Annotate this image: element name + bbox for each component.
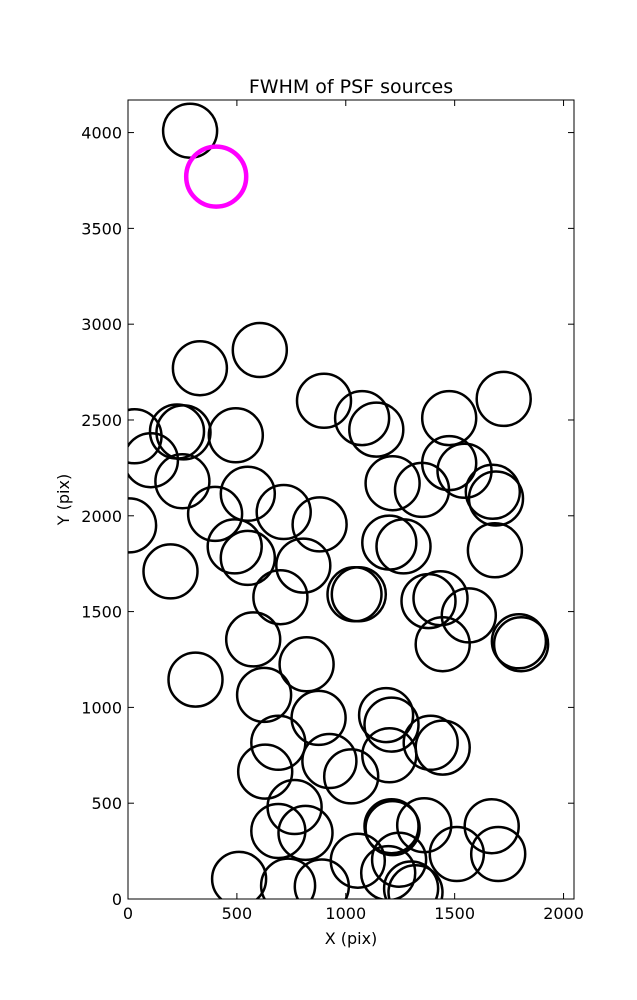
y-tick-label: 500 [91, 794, 122, 813]
psf-source-marker [329, 832, 387, 889]
psf-source-marker [469, 825, 527, 883]
x-tick-label: 1000 [325, 904, 366, 923]
psf-source-marker [171, 339, 229, 397]
psf-source-marker [330, 566, 388, 623]
x-tick-label: 0 [123, 904, 133, 923]
psf-source-marker [370, 831, 428, 888]
psf-source-marker [436, 442, 493, 500]
psf-source-marker [492, 615, 550, 673]
psf-source-marker [235, 666, 293, 724]
psf-source-marker [224, 611, 282, 668]
plot-frame [127, 99, 575, 900]
psf-source-marker [490, 613, 548, 670]
y-tick-label: 3000 [81, 315, 122, 334]
psf-source-marker [412, 569, 469, 627]
psf-source-marker [463, 797, 520, 855]
psf-source-marker [359, 844, 417, 899]
psf-source-marker [475, 370, 532, 428]
highlighted-source-marker [183, 144, 249, 209]
psf-source-marker [128, 497, 158, 554]
psf-source-marker [231, 321, 289, 379]
x-tick-label: 1500 [434, 904, 475, 923]
psf-source-marker [414, 615, 471, 673]
psf-source-marker [420, 389, 478, 447]
psf-source-marker [167, 651, 224, 708]
psf-source-marker [207, 407, 265, 464]
y-tick-label: 1500 [81, 603, 122, 622]
psf-source-marker [293, 858, 351, 899]
psf-source-marker [252, 568, 309, 626]
psf-source-marker [236, 743, 294, 800]
psf-source-marker [375, 518, 432, 575]
y-tick-label: 3500 [81, 219, 122, 238]
psf-source-marker [364, 454, 421, 512]
psf-source-marker [428, 825, 486, 883]
psf-source-marker [186, 485, 244, 543]
psf-source-marker [250, 802, 307, 860]
psf-source-marker [206, 518, 263, 575]
psf-source-marker [291, 496, 348, 553]
psf-source-marker [361, 727, 418, 784]
y-tick-label: 4000 [81, 124, 122, 143]
psf-source-marker [322, 748, 380, 805]
x-tick-label: 2000 [543, 904, 584, 923]
psf-source-marker [466, 522, 524, 579]
y-tick-label: 0 [112, 890, 122, 909]
y-axis-ticks: 0 500 1000 1500 2000 2500 3000 3500 4000 [81, 124, 574, 909]
psf-source-marker [326, 566, 383, 623]
psf-source-marker [295, 372, 353, 430]
psf-source-marker [414, 719, 471, 776]
psf-source-marker [155, 404, 212, 461]
psf-source-marker [142, 543, 199, 600]
psf-source-marker [255, 483, 312, 541]
psf-source-marker [219, 529, 277, 587]
psf-source-marker [250, 714, 307, 772]
psf-source-marker [278, 636, 335, 693]
y-tick-label: 1000 [81, 698, 122, 717]
psf-source-marker [219, 465, 277, 523]
psf-source-marker [364, 799, 421, 857]
psf-source-marker [363, 696, 420, 753]
psf-source-marker [357, 686, 415, 744]
x-axis-ticks: 0 500 1000 1500 2000 [123, 100, 584, 923]
x-axis-label: X (pix) [325, 929, 378, 948]
psf-source-marker [464, 463, 522, 521]
psf-source-marker [154, 453, 211, 510]
psf-source-marker [277, 804, 334, 862]
y-tick-label: 2500 [81, 411, 122, 430]
psf-source-marker [348, 401, 405, 458]
psf-source-marker [275, 537, 332, 594]
psf-source-marker [210, 850, 268, 899]
psf-source-marker [301, 732, 358, 790]
psf-source-marker [467, 470, 525, 527]
data-markers [128, 102, 550, 899]
y-tick-label: 2000 [81, 507, 122, 526]
psf-source-marker [259, 857, 317, 899]
psf-source-marker [382, 860, 440, 899]
chart-title: FWHM of PSF sources [249, 76, 453, 98]
y-axis-label: Y (pix) [54, 474, 73, 526]
psf-source-marker [333, 389, 391, 447]
psf-source-marker [420, 434, 478, 492]
psf-source-marker [395, 796, 453, 854]
x-tick-label: 500 [222, 904, 253, 923]
psf-source-marker [387, 864, 444, 899]
psf-source-marker [402, 714, 459, 772]
